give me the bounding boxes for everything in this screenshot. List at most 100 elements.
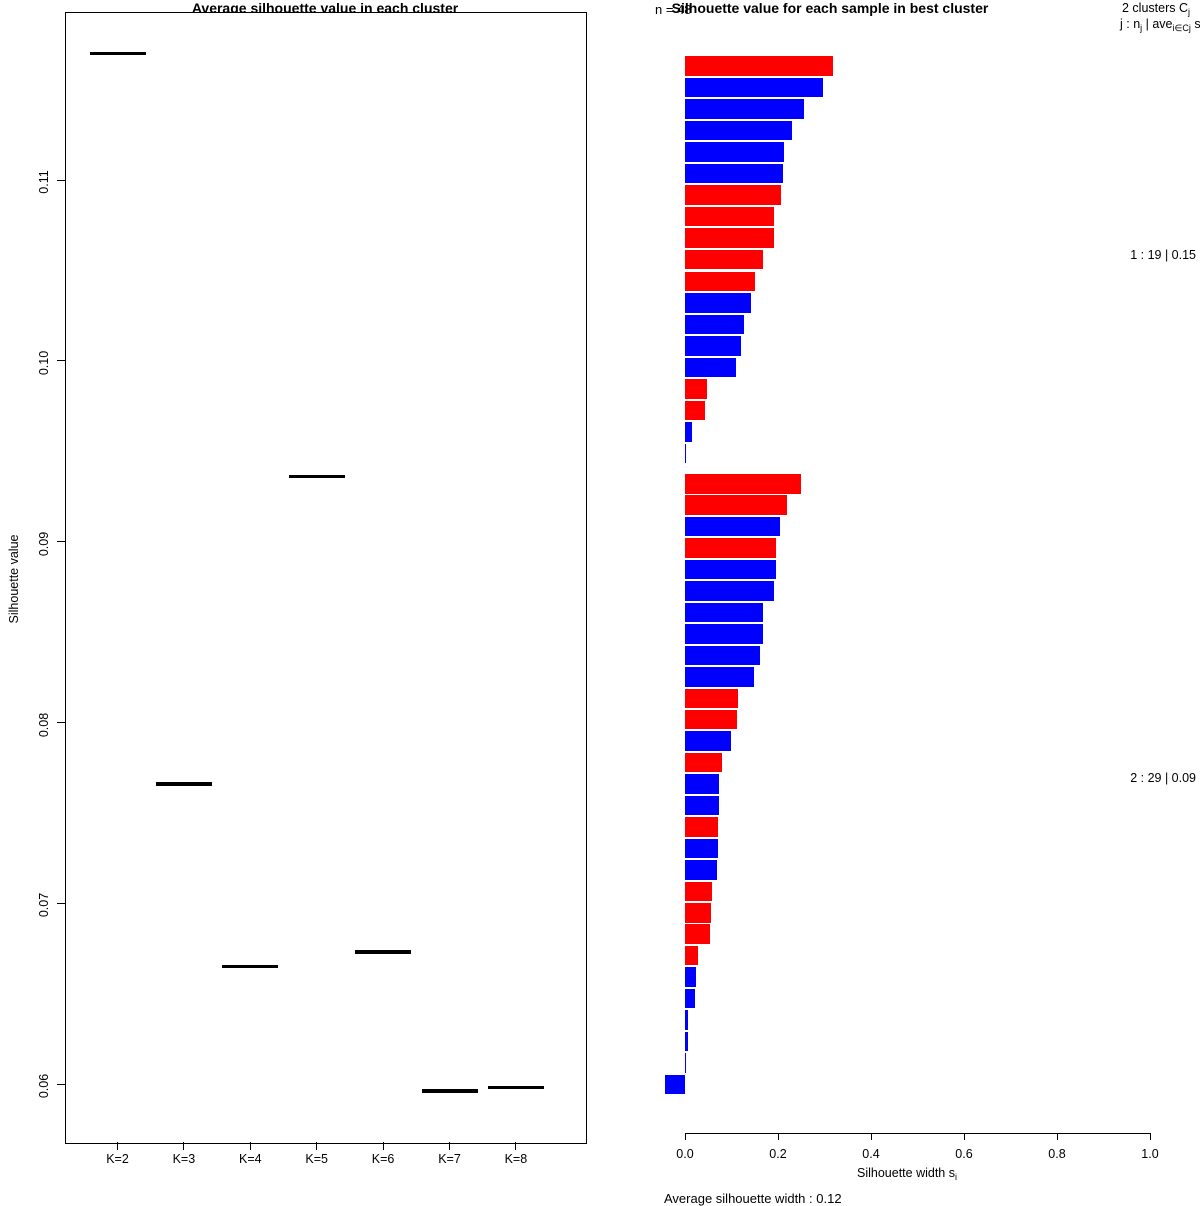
avg-silhouette-dash-marker	[155, 782, 212, 786]
silhouette-bar	[685, 474, 801, 494]
right-x-tick	[870, 1133, 872, 1140]
legend-line-1: 2 clusters Cj	[1080, 1, 1190, 17]
right-x-tick-label: 1.0	[1141, 1147, 1159, 1161]
silhouette-bar	[685, 99, 805, 119]
right-x-tick	[684, 1133, 686, 1140]
left-y-tick-label-text: 0.10	[37, 350, 51, 376]
left-x-tick	[382, 1142, 384, 1150]
left-y-tick	[57, 360, 65, 362]
silhouette-bar	[685, 443, 687, 464]
right-x-tick-label: 0.8	[1048, 1147, 1066, 1161]
right-x-axis-label-main: Silhouette width s	[857, 1166, 955, 1180]
silhouette-bar	[685, 206, 774, 227]
silhouette-bar	[685, 688, 738, 708]
silhouette-bar	[685, 838, 718, 859]
right-x-axis-label: Silhouette width si	[807, 1166, 1007, 1182]
silhouette-bar	[685, 379, 707, 399]
left-y-tick-label-text: 0.07	[37, 893, 51, 918]
left-plot-layer: 0.11 0.10 0.09 0.08 0.07 0.06 K=2 K=3 K=4 K=5 K=6 K…	[0, 0, 600, 1200]
silhouette-bar	[685, 817, 719, 837]
silhouette-bar	[685, 731, 732, 751]
legend-line-2-p1: j : n	[1120, 17, 1141, 31]
cluster-1-label: 1 : 19 | 0.15	[1130, 248, 1196, 262]
left-x-tick-label: K=5	[305, 1152, 328, 1166]
silhouette-bar	[685, 1010, 688, 1030]
silhouette-bar	[685, 881, 712, 902]
silhouette-bar	[685, 142, 785, 162]
legend-line-2-p2: | ave	[1142, 17, 1173, 31]
left-x-tick-label: K=3	[172, 1152, 196, 1166]
left-x-tick	[183, 1142, 185, 1150]
left-x-tick	[117, 1142, 118, 1150]
avg-silhouette-dash-marker	[222, 964, 279, 969]
silhouette-bar	[685, 988, 695, 1009]
silhouette-bar	[685, 400, 705, 421]
silhouette-bar	[685, 709, 738, 730]
left-y-tick	[57, 179, 65, 181]
silhouette-bar	[685, 860, 718, 880]
silhouette-bars-layer	[600, 0, 1200, 1200]
right-chart: Silhouette value for each sample in best…	[600, 0, 1200, 1206]
left-y-tick	[57, 902, 65, 904]
legend-line-1-sub: j	[1188, 7, 1190, 17]
left-chart: Average silhouette value in each cluster…	[0, 0, 600, 1200]
silhouette-bar	[685, 752, 723, 773]
silhouette-bar	[685, 559, 777, 580]
silhouette-bar	[685, 495, 787, 515]
silhouette-bar	[685, 228, 774, 248]
silhouette-bar	[685, 602, 764, 623]
silhouette-bar	[685, 163, 784, 184]
left-x-tick-label: K=6	[371, 1152, 395, 1166]
silhouette-bar	[685, 77, 824, 98]
legend-line-1-main: 2 clusters C	[1122, 1, 1188, 15]
left-x-tick-label: K=4	[239, 1152, 262, 1166]
legend-line-2: j : nj | avei∈Cj s	[1120, 17, 1200, 34]
right-x-tick	[777, 1133, 779, 1140]
silhouette-bar	[685, 516, 780, 537]
silhouette-bar	[685, 336, 741, 356]
left-y-tick	[57, 541, 65, 543]
left-x-tick-label: K=8	[504, 1152, 528, 1166]
silhouette-bar	[685, 795, 719, 816]
right-x-tick-label: 0.0	[676, 1147, 694, 1161]
silhouette-bar	[685, 185, 781, 205]
right-x-tick	[1056, 1133, 1058, 1140]
silhouette-bar	[685, 774, 719, 794]
left-y-tick-label-text: 0.08	[37, 712, 51, 737]
legend-line-2-s2: i∈Cj	[1172, 23, 1191, 33]
silhouette-bar	[685, 1031, 688, 1052]
avg-silhouette-dash-marker	[288, 474, 345, 479]
left-y-tick-label-text: 0.11	[37, 170, 51, 194]
left-x-tick-label: K=7	[438, 1152, 461, 1166]
silhouette-bar	[685, 903, 711, 923]
silhouette-bar	[664, 1074, 685, 1095]
right-x-tick	[963, 1133, 965, 1140]
right-x-axis: 0.0 0.2 0.4 0.6 0.8 1.0	[600, 0, 1200, 1200]
right-x-tick	[1149, 1133, 1151, 1140]
right-chart-title: Silhouette value for each sample in best…	[671, 0, 989, 16]
left-x-tick	[515, 1142, 517, 1150]
silhouette-bar	[685, 538, 777, 558]
left-x-tick	[449, 1142, 450, 1150]
silhouette-bar	[685, 120, 792, 141]
left-x-tick	[249, 1142, 251, 1150]
right-x-tick-label: 0.2	[769, 1147, 787, 1161]
silhouette-bar	[685, 422, 692, 442]
avg-silhouette-dash-marker	[421, 1089, 478, 1093]
right-x-tick-label: 0.6	[955, 1147, 973, 1161]
avg-silhouette-dash-marker	[89, 51, 146, 56]
silhouette-bar	[685, 249, 764, 270]
sample-count-label: n = 48	[655, 2, 692, 17]
silhouette-bar	[685, 967, 696, 987]
silhouette-bar	[685, 271, 756, 291]
silhouette-bar	[685, 667, 754, 687]
right-x-tick-label: 0.4	[862, 1147, 880, 1161]
legend-line-2-p3: s	[1190, 17, 1200, 31]
silhouette-bar	[685, 945, 699, 966]
silhouette-bar	[685, 357, 737, 378]
silhouette-bar	[685, 581, 774, 601]
right-x-axis-label-sub: i	[954, 1172, 957, 1182]
left-y-tick	[57, 1083, 65, 1085]
left-y-tick-label-text: 0.06	[37, 1073, 51, 1099]
silhouette-bar	[685, 314, 745, 335]
